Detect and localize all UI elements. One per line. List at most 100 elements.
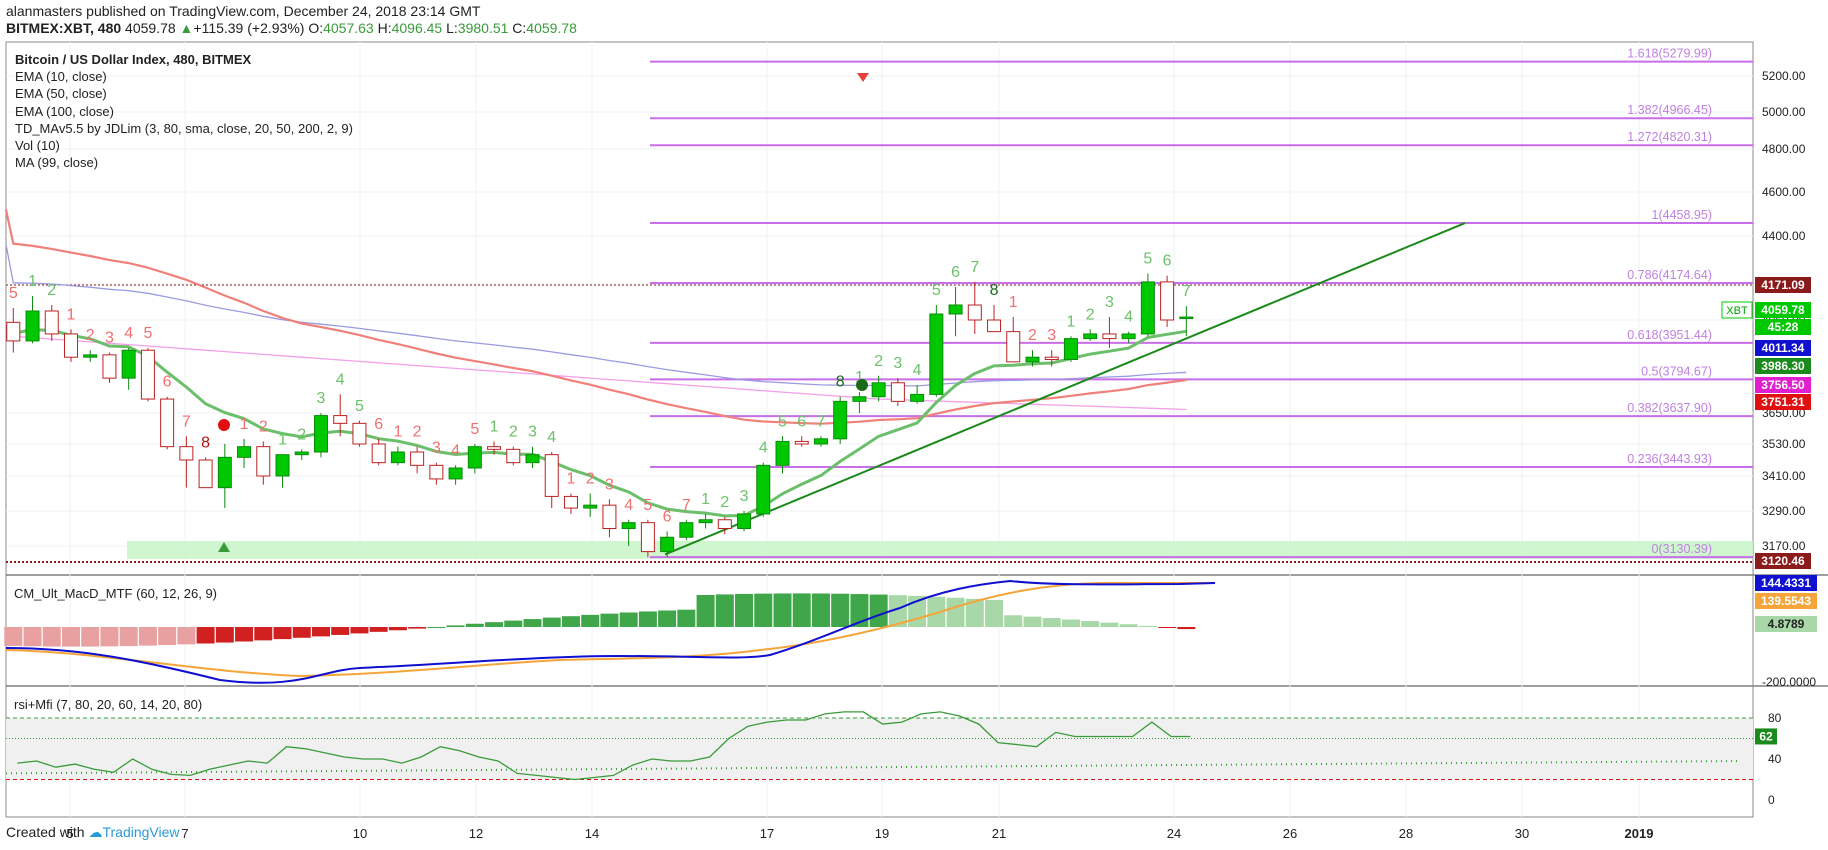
candle [583,504,598,509]
candle [1160,281,1175,321]
candle [563,495,578,509]
y-tick-label: 3290.00 [1762,504,1806,518]
candle [813,438,828,445]
macd-histogram-bar [696,594,715,627]
candle [948,304,963,315]
macd-histogram-bar [523,619,542,627]
macd-histogram-bar [196,627,215,644]
td-count-label: 4 [547,429,556,446]
y-tick-label: 4400.00 [1762,229,1806,243]
price-badge-label: 3756.50 [1761,378,1805,392]
candle [1044,356,1059,361]
candle [621,522,636,530]
y-tick-label: 3530.00 [1762,437,1806,451]
x-tick-label: 7 [181,826,188,841]
macd-histogram-bar [811,593,830,627]
price-badge-label: 3751.31 [1761,395,1805,409]
price-badge [1755,340,1811,356]
macd-histogram-bar [61,627,80,647]
candle [679,522,694,538]
fib-level-label: 1(4458.95) [1652,208,1712,222]
rsi-badge-label: 62 [1759,729,1773,743]
macd-histogram-bar [427,627,446,628]
macd-badge-label: 4.8789 [1768,617,1805,631]
macd-histogram-bar [388,627,407,631]
candle [390,451,405,464]
macd-histogram-bar [1004,615,1023,627]
macd-histogram-bar [946,597,965,627]
td-count-label: 7 [682,497,691,514]
td-count-label: 3 [893,355,902,372]
price-badge [1755,358,1811,374]
candle [467,446,482,469]
macd-histogram-bar [485,622,504,627]
td-count-label: 5 [932,282,941,299]
td-count-label: 1 [240,416,249,433]
td-count-label: 5 [470,421,479,438]
y-tick-label: 5200.00 [1762,69,1806,83]
macd-badge-label: 144.4331 [1761,576,1811,590]
macd-histogram-bar [311,627,330,637]
candle [429,464,444,480]
candle [63,333,78,358]
price-badge [1755,302,1811,318]
candle [660,536,675,553]
td-count-label: 4 [451,442,460,459]
ma99-line [5,323,1187,411]
y-tick-label: 5000.00 [1762,105,1806,119]
candle [698,519,713,524]
td9-signal-icon [218,419,230,431]
macd-histogram-bar [177,627,196,645]
main-legend: Bitcoin / US Dollar Index, 480, BITMEX E… [15,51,353,171]
td9-signal-icon [856,379,868,391]
legend-item-volume[interactable]: Vol (10) [15,138,60,154]
legend-title: Bitcoin / US Dollar Index, 480, BITMEX [15,52,252,67]
tradingview-brand[interactable]: TradingView [102,824,180,840]
close-value: 4059.78 [526,20,577,36]
price-badge [1755,377,1811,393]
y-tick-label: 3410.00 [1762,469,1806,483]
macd-histogram-bar [1177,627,1196,630]
td-count-label: 6 [1163,253,1172,270]
fib-level-label: 1.618(5279.99) [1627,47,1712,61]
price-badge [1755,394,1811,410]
td-count-label: 2 [259,418,268,435]
rsi-pane-title[interactable]: rsi+Mfi (7, 80, 20, 60, 14, 20, 80) [14,697,203,712]
candle [198,459,213,489]
x-tick-label: 14 [585,826,599,841]
candle [237,446,252,458]
candle [871,382,886,398]
macd-histogram-bar [638,611,657,627]
tradingview-logo-icon: ☁ [88,824,103,840]
price-badge [1755,319,1811,335]
candle [737,513,752,530]
macd-histogram-bar [792,593,811,627]
candle [890,382,905,402]
candle [602,504,617,529]
candle [448,467,463,480]
macd-histogram-bar [408,627,427,629]
candle [717,519,732,529]
legend-item-ma99[interactable]: MA (99, close) [15,155,99,171]
legend-item-td-ma[interactable]: TD_MAv5.5 by JDLim (3, 80, sma, close, 2… [15,120,353,136]
trend-line [664,222,1466,556]
td-count-label: 1 [278,432,287,449]
legend-item-ema100[interactable]: EMA (100, close) [15,103,114,119]
macd-histogram-bar [965,598,984,627]
candle [83,354,98,358]
candle [102,354,117,379]
legend-item-ema50[interactable]: EMA (50, close) [15,86,107,102]
macd-pane-title[interactable]: CM_Ult_MacD_MTF (60, 12, 26, 9) [14,586,218,601]
td-count-label: 5 [643,497,652,514]
candle [833,400,848,440]
td-count-label: 1 [1009,294,1018,311]
publisher-name[interactable]: alanmasters [6,3,83,19]
macd-histogram-bar [446,625,465,627]
candle [121,349,136,379]
x-tick-label: 19 [875,826,889,841]
publish-text: published on TradingView.com, December 2… [86,3,481,19]
macd-histogram-bar [850,594,869,627]
td-count-label: 5 [9,285,18,302]
legend-item-ema10[interactable]: EMA (10, close) [15,69,107,85]
